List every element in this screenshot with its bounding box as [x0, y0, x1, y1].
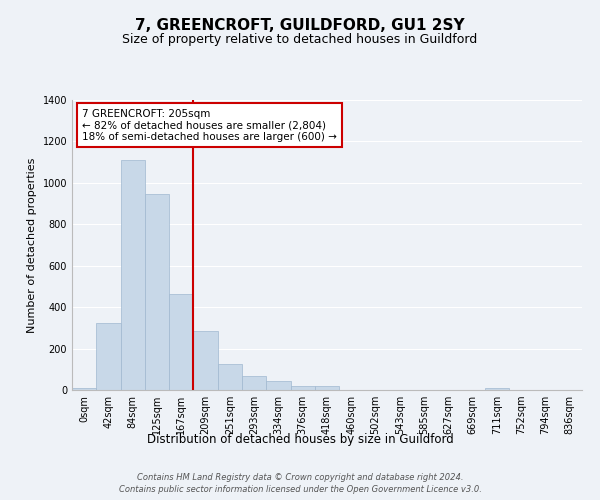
Bar — [218, 364, 242, 390]
Text: Size of property relative to detached houses in Guildford: Size of property relative to detached ho… — [122, 32, 478, 46]
Text: 7, GREENCROFT, GUILDFORD, GU1 2SY: 7, GREENCROFT, GUILDFORD, GU1 2SY — [135, 18, 465, 32]
Text: Contains public sector information licensed under the Open Government Licence v3: Contains public sector information licen… — [119, 485, 481, 494]
Y-axis label: Number of detached properties: Number of detached properties — [27, 158, 37, 332]
Bar — [315, 386, 339, 390]
Text: Contains HM Land Registry data © Crown copyright and database right 2024.: Contains HM Land Registry data © Crown c… — [137, 472, 463, 482]
Bar — [290, 386, 315, 390]
Text: Distribution of detached houses by size in Guildford: Distribution of detached houses by size … — [146, 432, 454, 446]
Bar — [193, 331, 218, 390]
Bar — [121, 160, 145, 390]
Bar — [169, 294, 193, 390]
Bar — [242, 376, 266, 390]
Bar — [485, 388, 509, 390]
Bar — [72, 388, 96, 390]
Bar — [96, 322, 121, 390]
Bar — [266, 380, 290, 390]
Bar — [145, 194, 169, 390]
Text: 7 GREENCROFT: 205sqm
← 82% of detached houses are smaller (2,804)
18% of semi-de: 7 GREENCROFT: 205sqm ← 82% of detached h… — [82, 108, 337, 142]
